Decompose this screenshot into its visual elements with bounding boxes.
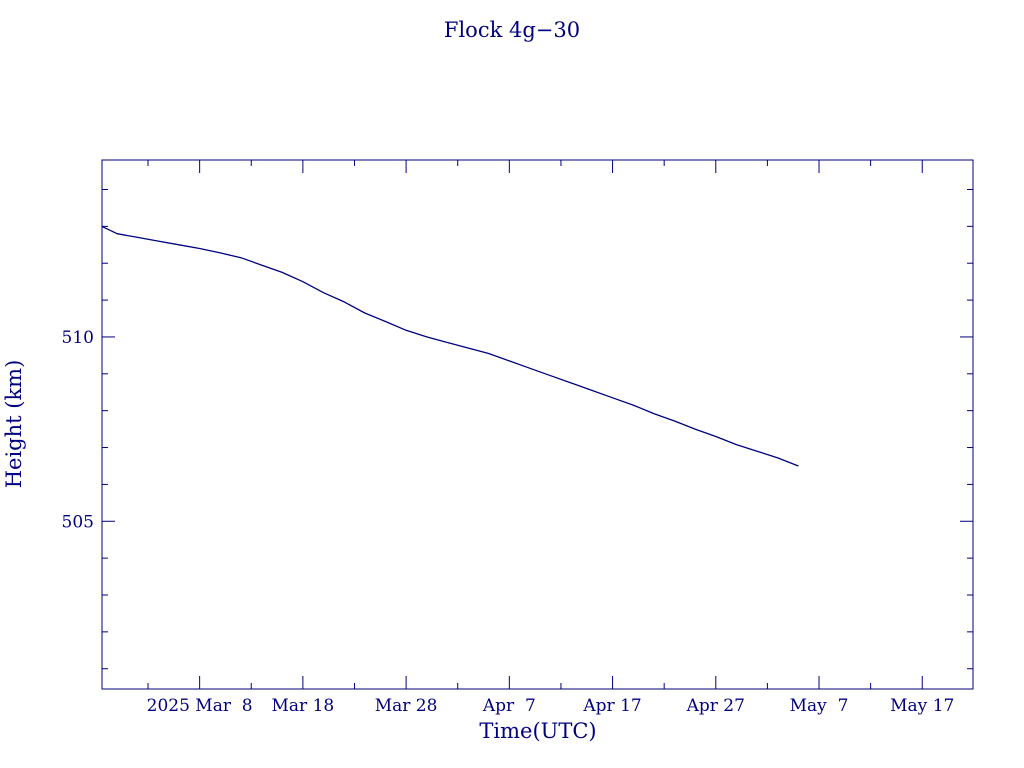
x-tick-label: Apr 7 (482, 696, 536, 716)
x-tick-label: Mar 28 (375, 696, 438, 716)
plot-frame (101, 159, 974, 690)
x-tick-label: Apr 17 (582, 696, 641, 716)
series-layer (101, 225, 799, 467)
x-axis: 2025 Mar 8 Mar 18 Mar 28 Apr 7 Apr 17 Apr 27 M… (147, 160, 954, 716)
y-tick-label: 510 (62, 328, 94, 348)
y-axis-label: Height (km) (2, 360, 26, 489)
x-tick-label: Mar 18 (272, 696, 335, 716)
x-axis-label: Time(UTC) (479, 719, 596, 743)
height-series-line (101, 225, 799, 467)
chart-title: Flock 4g−30 (444, 18, 580, 42)
x-tick-label: May 17 (890, 696, 954, 716)
y-axis: 505 510 (62, 188, 973, 670)
x-tick-label: May 7 (790, 696, 849, 716)
y-tick-label: 505 (62, 512, 94, 532)
x-tick-label: 2025 Mar 8 (147, 696, 253, 716)
x-tick-label: Apr 27 (686, 696, 745, 716)
